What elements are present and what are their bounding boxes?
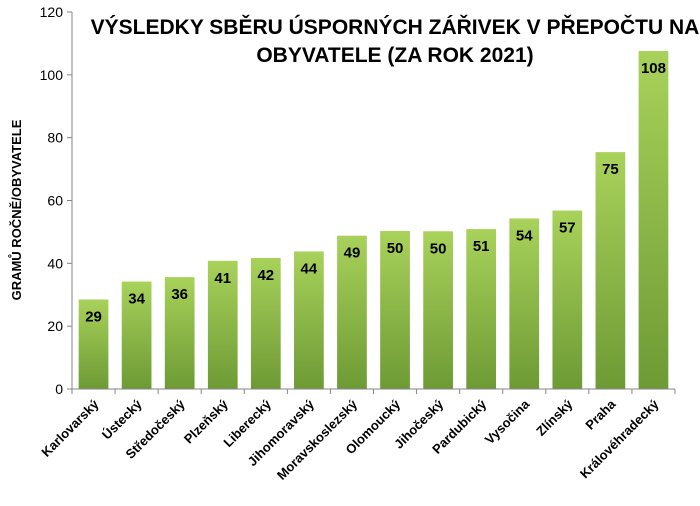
data-label: 51	[473, 238, 490, 255]
bar	[509, 218, 540, 389]
x-tick-label: Praha	[582, 396, 619, 433]
bar	[250, 257, 281, 389]
bar	[466, 229, 497, 389]
bar	[207, 260, 238, 389]
x-axis: KarlovarskýÚsteckýStředočeskýPlzeňskýLib…	[38, 388, 676, 483]
bar	[337, 235, 367, 389]
data-label: 57	[559, 220, 576, 237]
x-tick-label: Královéhradecký	[577, 396, 662, 481]
bar	[595, 152, 626, 389]
bar	[121, 281, 152, 389]
bar	[380, 230, 410, 389]
data-label: 42	[257, 267, 274, 284]
data-label: 50	[430, 240, 447, 257]
y-axis: 0 20 40 60 80 100 120	[40, 4, 73, 397]
x-tick-label: Zlínský	[533, 396, 576, 439]
x-tick-label: Moravskoslezský	[274, 396, 361, 483]
chart-title-line-1: VÝSLEDKY SBĚRU ÚSPORNÝCH ZÁŘIVEK V PŘEPO…	[91, 15, 700, 39]
y-tick-label: 0	[55, 381, 63, 397]
y-tick-label: 120	[40, 4, 64, 20]
bar	[294, 251, 324, 389]
bars	[78, 50, 669, 389]
data-label: 50	[387, 240, 404, 257]
x-tick-label: Vysočina	[482, 396, 533, 447]
data-label: 29	[85, 308, 102, 325]
y-tick-label: 40	[47, 255, 63, 271]
value-labels: 29 34 36 41 42 44 49 50 50 51 54 57 75 108	[85, 60, 666, 326]
data-label: 41	[214, 270, 231, 287]
y-axis-label: GRAMŮ ROČNĚ/OBYVATELE	[8, 119, 24, 300]
x-tick-label: Karlovarský	[38, 396, 102, 460]
data-label: 44	[301, 260, 318, 277]
bar	[78, 299, 109, 389]
bar	[423, 231, 453, 389]
y-tick-label: 80	[47, 130, 63, 146]
data-label: 54	[516, 227, 533, 244]
y-tick-label: 60	[47, 193, 63, 209]
y-tick-label: 20	[47, 318, 63, 334]
data-label: 108	[641, 60, 666, 77]
chart-title-line-2: OBYVATELE (ZA ROK 2021)	[256, 44, 533, 67]
bar	[164, 277, 195, 389]
data-label: 75	[602, 161, 619, 178]
bar	[638, 50, 669, 389]
y-tick-label: 100	[40, 67, 64, 83]
data-label: 49	[344, 245, 361, 262]
data-label: 36	[171, 286, 188, 303]
data-label: 34	[128, 291, 145, 308]
bar	[552, 210, 583, 389]
